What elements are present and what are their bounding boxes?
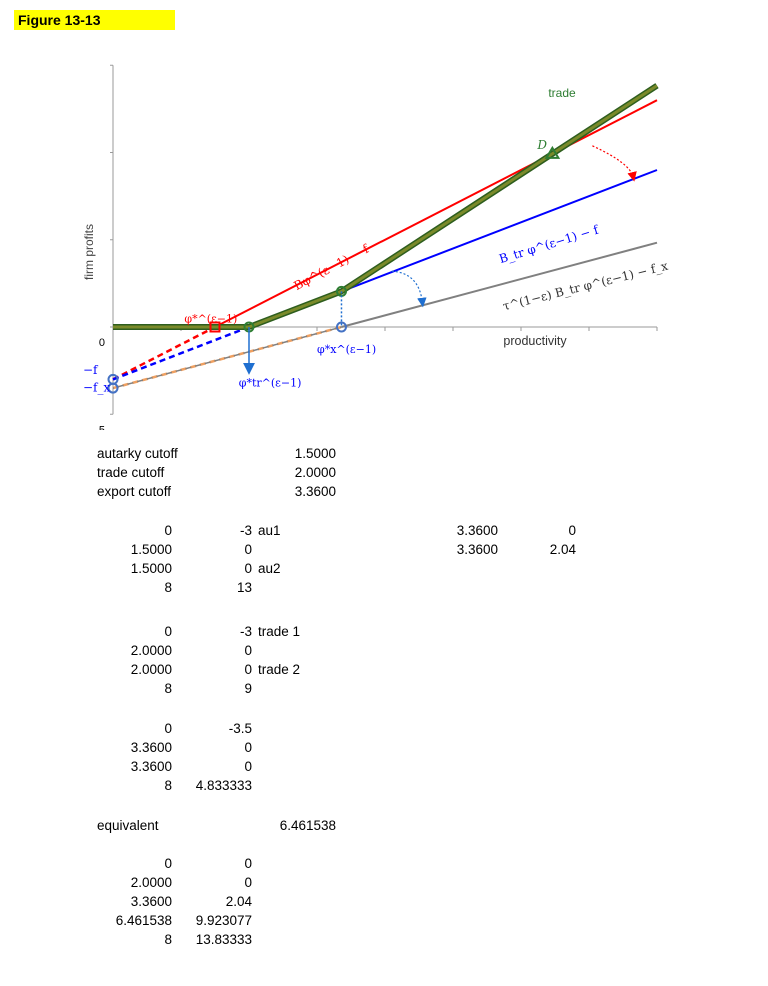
y-axis-label: firm profits — [82, 224, 96, 280]
block-cell-tag: au1 — [258, 523, 281, 538]
series-trade — [113, 84, 658, 329]
side-cell-x: 3.3600 — [456, 542, 498, 557]
block-cell-x: 3.3600 — [130, 740, 172, 755]
block-cell-x: 8 — [164, 580, 172, 595]
summary-label: trade cutoff — [97, 465, 165, 480]
final-cell-x: 2.0000 — [130, 875, 172, 890]
side-cell-y: 0 — [568, 523, 576, 538]
series-trade_domestic — [341, 169, 658, 293]
x-axis-label: productivity — [503, 334, 567, 348]
block-cell-x: 0 — [164, 523, 172, 538]
series-autarky — [214, 99, 658, 328]
series-trade_domestic_dashed — [112, 325, 250, 381]
block-cell-tag: trade 2 — [258, 662, 301, 677]
figure-title: Figure 13-13 — [14, 10, 175, 30]
block-cell-x: 8 — [164, 778, 172, 793]
block-cell-y: -3 — [239, 624, 252, 639]
block-cell-x: 0 — [164, 721, 172, 736]
phi-star-x-label: φ*x^(ε−1) — [317, 343, 376, 356]
minus-fx-label: −f_x — [83, 381, 110, 395]
block-cell-tag: au2 — [258, 561, 281, 576]
trade-profit-label: B_tr φ^(ε−1) − f — [497, 222, 601, 266]
side-cell-x: 3.3600 — [456, 523, 498, 538]
point-equivalent — [544, 145, 561, 159]
block-cell-y: 0 — [244, 561, 252, 576]
block-cell-y: 9 — [244, 681, 252, 696]
final-cell-y: 13.83333 — [195, 932, 252, 947]
final-cell-x: 8 — [164, 932, 172, 947]
final-cell-x: 0 — [164, 856, 172, 871]
trade-label: trade — [548, 86, 576, 100]
summary-value: 2.0000 — [294, 465, 336, 480]
block-cell-y: 0 — [244, 759, 252, 774]
block-cell-x: 3.3600 — [130, 759, 172, 774]
block-cell-x: 1.5000 — [130, 542, 172, 557]
minus-f-label: −f — [83, 363, 99, 377]
final-cell-y: 0 — [244, 875, 252, 890]
block-cell-x: 8 — [164, 681, 172, 696]
block-cell-y: 0 — [244, 662, 252, 677]
point-d-label: D — [536, 138, 547, 152]
phi-star-label: φ*^(ε−1) — [184, 313, 237, 326]
phi-star-tr-label: φ*tr^(ε−1) — [239, 376, 302, 389]
y-tick-label: -5 — [95, 424, 105, 430]
final-cell-y: 2.04 — [225, 894, 252, 909]
equivalent-value: 6.461538 — [279, 818, 336, 833]
final-cell-y: 9.923077 — [195, 913, 252, 928]
block-cell-y: 13 — [236, 580, 252, 595]
equivalent-label: equivalent — [97, 818, 159, 833]
summary-value: 1.5000 — [294, 446, 336, 461]
block-cell-y: 0 — [244, 740, 252, 755]
block-cell-y: 4.833333 — [195, 778, 252, 793]
domestic-to-export-arrow — [391, 270, 427, 308]
export-profit-label: τ^(1−ε) B_tr φ^(ε−1) − f_x — [501, 259, 669, 314]
final-cell-x: 6.461538 — [115, 913, 172, 928]
block-cell-x: 2.0000 — [130, 643, 172, 658]
point-minus-fx — [107, 382, 119, 394]
final-cell-y: 0 — [244, 856, 252, 871]
series-export-dashed-gray — [112, 326, 342, 389]
block-cell-y: 0 — [244, 643, 252, 658]
block-cell-x: 1.5000 — [130, 561, 172, 576]
side-cell-y: 2.04 — [549, 542, 576, 557]
block-cell-x: 0 — [164, 624, 172, 639]
block-cell-y: 0 — [244, 542, 252, 557]
point-autarky-cutoff — [209, 321, 221, 333]
block-cell-y: -3.5 — [228, 721, 252, 736]
y-tick-label: 0 — [99, 337, 105, 349]
series-export — [341, 241, 658, 328]
block-cell-x: 2.0000 — [130, 662, 172, 677]
series-autarky_dashed — [112, 325, 216, 381]
summary-label: autarky cutoff — [97, 446, 178, 461]
final-cell-x: 3.3600 — [130, 894, 172, 909]
block-cell-tag: trade 1 — [258, 624, 301, 639]
point-export-cutoff — [335, 321, 347, 333]
block-cell-y: -3 — [239, 523, 252, 538]
summary-label: export cutoff — [97, 484, 172, 499]
autarky-to-trade-arrow — [592, 145, 637, 182]
summary-value: 3.3600 — [294, 484, 336, 499]
